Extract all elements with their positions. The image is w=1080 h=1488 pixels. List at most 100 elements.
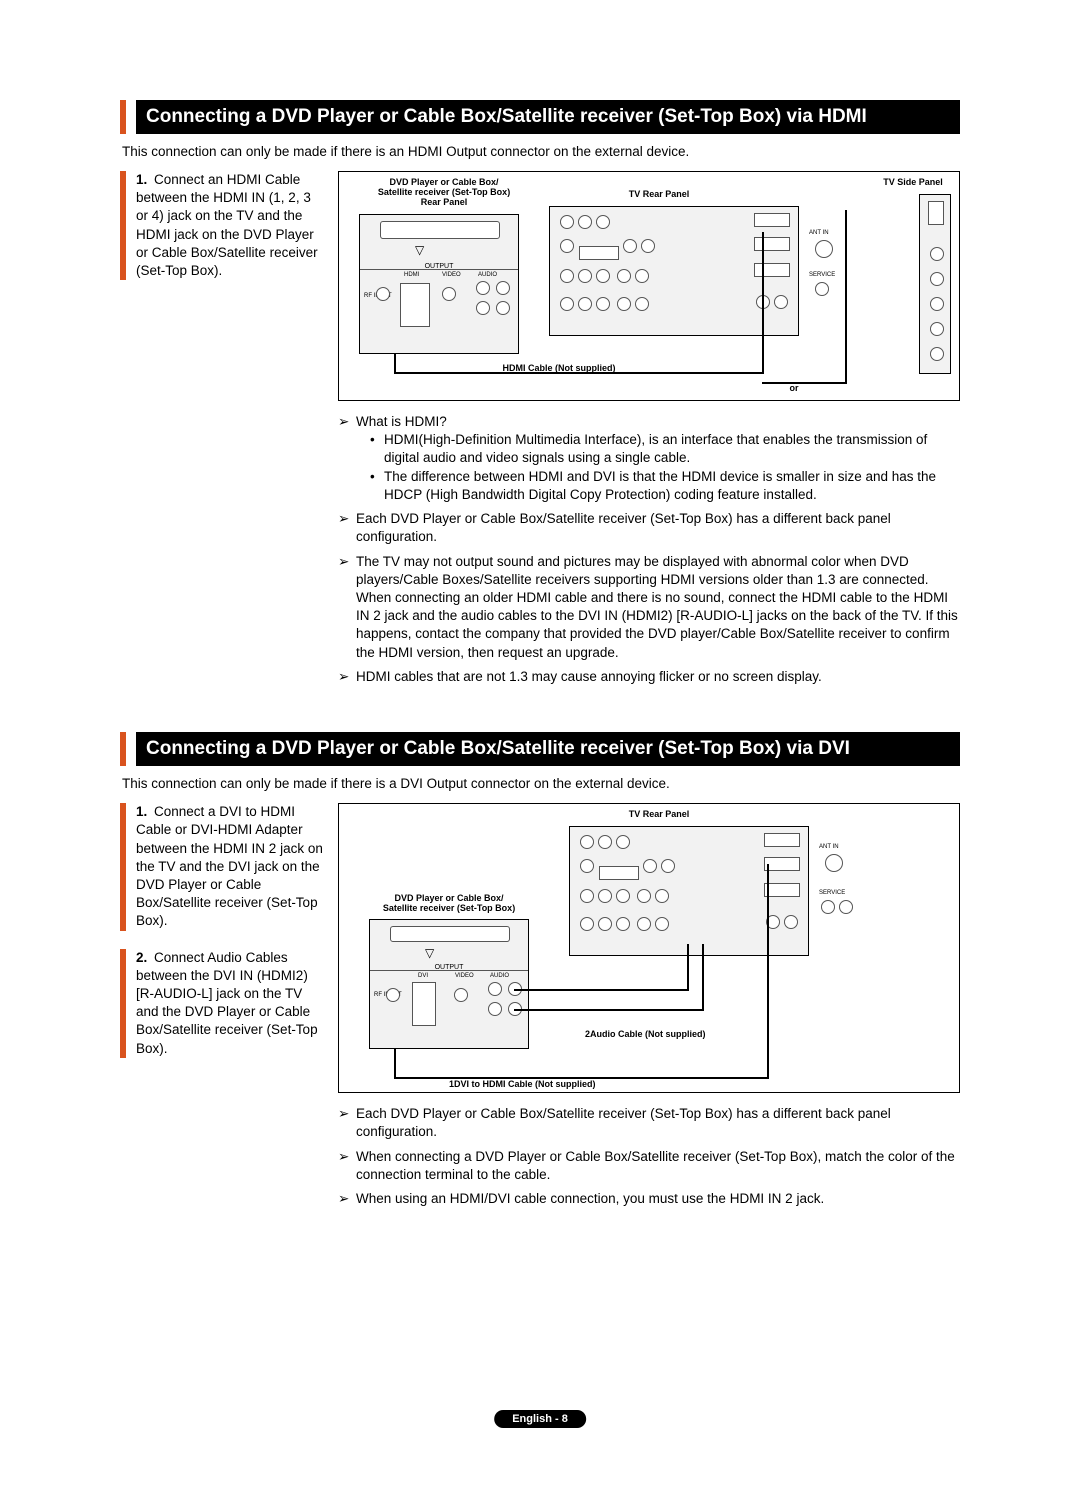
step-number: 1. bbox=[136, 171, 154, 189]
hdmi-label: HDMI bbox=[404, 272, 419, 278]
tv-side-panel bbox=[919, 194, 951, 374]
cable-segment bbox=[762, 232, 764, 374]
step-text: 1.Connect an HDMI Cable between the HDMI… bbox=[136, 171, 326, 280]
diagram-cable2-label: 2Audio Cable (Not supplied) bbox=[585, 1020, 805, 1040]
note-arrow-icon: ➢ bbox=[338, 510, 356, 546]
port-row bbox=[578, 915, 671, 935]
step-accent bbox=[120, 803, 126, 931]
section-title: Connecting a DVD Player or Cable Box/Sat… bbox=[136, 732, 960, 766]
port-row bbox=[558, 213, 612, 233]
page-footer: English - 8 bbox=[494, 1410, 586, 1428]
port-icon bbox=[930, 297, 944, 311]
content-row: 1.Connect an HDMI Cable between the HDMI… bbox=[120, 171, 960, 692]
diagram-or-label: or bbox=[769, 384, 819, 394]
antin-port-icon bbox=[825, 854, 843, 872]
cable-segment bbox=[767, 864, 769, 1079]
port-icon bbox=[476, 281, 490, 295]
port-icon bbox=[386, 988, 400, 1002]
diagram-rear-label: TV Rear Panel bbox=[599, 190, 719, 200]
diagram-rear-label: TV Rear Panel bbox=[599, 810, 719, 820]
note-body: What is HDMI? •HDMI(High-Definition Mult… bbox=[356, 413, 960, 504]
side-hdmi-icon bbox=[928, 201, 944, 225]
port-icon bbox=[488, 1002, 502, 1016]
audio-label: AUDIO bbox=[490, 973, 509, 979]
cable-segment bbox=[394, 1049, 396, 1079]
cable-segment bbox=[702, 944, 704, 1011]
section-title: Connecting a DVD Player or Cable Box/Sat… bbox=[136, 100, 960, 134]
dvi-label: DVI bbox=[418, 973, 428, 979]
step-accent bbox=[120, 949, 126, 1058]
port-icon bbox=[376, 287, 390, 301]
port-row bbox=[819, 898, 855, 918]
note-sub: •HDMI(High-Definition Multimedia Interfa… bbox=[370, 431, 960, 467]
note-arrow-icon: ➢ bbox=[338, 1105, 356, 1141]
step-1: 1.Connect an HDMI Cable between the HDMI… bbox=[120, 171, 326, 280]
diagram-source-label: DVD Player or Cable Box/Satellite receiv… bbox=[349, 894, 549, 914]
port-row bbox=[558, 295, 651, 315]
accent-bar bbox=[120, 732, 126, 766]
note-item: ➢ Each DVD Player or Cable Box/Satellite… bbox=[338, 1105, 960, 1141]
step-2: 2.Connect Audio Cables between the DVI I… bbox=[120, 949, 326, 1058]
audio-label: AUDIO bbox=[478, 272, 497, 278]
note-item: ➢ HDMI cables that are not 1.3 may cause… bbox=[338, 668, 960, 686]
note-arrow-icon: ➢ bbox=[338, 1190, 356, 1208]
right-column: TV Rear Panel DVD Player or Cable Box/Sa… bbox=[338, 803, 960, 1214]
note-item: ➢ The TV may not output sound and pictur… bbox=[338, 553, 960, 662]
port-icon bbox=[496, 281, 510, 295]
note-sub-text: The difference between HDMI and DVI is t… bbox=[384, 468, 960, 504]
cable-segment bbox=[514, 1009, 704, 1011]
dvi-port bbox=[412, 982, 436, 1026]
device-top bbox=[380, 221, 500, 239]
section-header: Connecting a DVD Player or Cable Box/Sat… bbox=[120, 100, 960, 134]
hdmi-port-rear bbox=[764, 833, 800, 847]
tv-rear-panel bbox=[569, 826, 809, 956]
section-dvi: Connecting a DVD Player or Cable Box/Sat… bbox=[120, 732, 960, 1214]
notes-dvi: ➢ Each DVD Player or Cable Box/Satellite… bbox=[338, 1105, 960, 1208]
content-row: 1.Connect a DVI to HDMI Cable or DVI-HDM… bbox=[120, 803, 960, 1214]
cable-segment bbox=[845, 210, 847, 384]
note-lead: Each DVD Player or Cable Box/Satellite r… bbox=[356, 1105, 960, 1141]
left-column: 1.Connect an HDMI Cable between the HDMI… bbox=[120, 171, 326, 692]
service-label: SERVICE bbox=[819, 890, 845, 896]
hdmi-port-rear bbox=[754, 213, 790, 227]
diagram-hdmi: DVD Player or Cable Box/Satellite receiv… bbox=[338, 171, 960, 401]
step-1: 1.Connect a DVI to HDMI Cable or DVI-HDM… bbox=[120, 803, 326, 931]
note-arrow-icon: ➢ bbox=[338, 668, 356, 686]
accent-bar bbox=[120, 100, 126, 134]
source-panel: ▽ OUTPUT DVI VIDEO AUDIO RF INPUT bbox=[369, 919, 529, 1049]
port-icon bbox=[496, 301, 510, 315]
diagram-source-label: DVD Player or Cable Box/Satellite receiv… bbox=[349, 178, 539, 208]
note-sub: •The difference between HDMI and DVI is … bbox=[370, 468, 960, 504]
bullet-icon: • bbox=[370, 468, 384, 504]
port-row bbox=[578, 833, 632, 853]
port-row bbox=[558, 237, 657, 260]
service-label: SERVICE bbox=[809, 272, 835, 278]
port-icon bbox=[930, 247, 944, 261]
port-icon bbox=[488, 982, 502, 996]
disc-icon: ▽ bbox=[415, 243, 424, 257]
diagram-side-label: TV Side Panel bbox=[873, 178, 953, 188]
step-number: 1. bbox=[136, 803, 154, 821]
intro-text: This connection can only be made if ther… bbox=[122, 776, 960, 791]
hdmi-port-rear-2 bbox=[764, 857, 800, 871]
port-row bbox=[754, 293, 790, 313]
video-label: VIDEO bbox=[442, 272, 461, 278]
section-hdmi: Connecting a DVD Player or Cable Box/Sat… bbox=[120, 100, 960, 692]
step-body: Connect Audio Cables between the DVI IN … bbox=[136, 950, 318, 1056]
step-body: Connect a DVI to HDMI Cable or DVI-HDMI … bbox=[136, 804, 323, 928]
diagram-cable1-label: 1DVI to HDMI Cable (Not supplied) bbox=[449, 1070, 709, 1090]
hdmi-port-rear bbox=[764, 883, 800, 897]
right-column: DVD Player or Cable Box/Satellite receiv… bbox=[338, 171, 960, 692]
service-port-icon bbox=[815, 282, 829, 296]
bullet-icon: • bbox=[370, 431, 384, 467]
note-arrow-icon: ➢ bbox=[338, 1148, 356, 1184]
port-row bbox=[558, 267, 651, 287]
note-item: ➢ What is HDMI? •HDMI(High-Definition Mu… bbox=[338, 413, 960, 504]
section-header: Connecting a DVD Player or Cable Box/Sat… bbox=[120, 732, 960, 766]
diagram-dvi: TV Rear Panel DVD Player or Cable Box/Sa… bbox=[338, 803, 960, 1093]
note-item: ➢ Each DVD Player or Cable Box/Satellite… bbox=[338, 510, 960, 546]
antin-label: ANT IN bbox=[819, 844, 839, 850]
note-item: ➢ When using an HDMI/DVI cable connectio… bbox=[338, 1190, 960, 1208]
left-column: 1.Connect a DVI to HDMI Cable or DVI-HDM… bbox=[120, 803, 326, 1214]
step-text: 1.Connect a DVI to HDMI Cable or DVI-HDM… bbox=[136, 803, 326, 931]
